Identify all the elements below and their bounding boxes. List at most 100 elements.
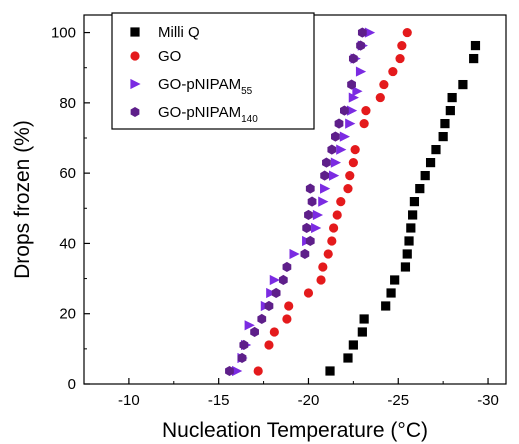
data-point (332, 210, 342, 220)
data-point (379, 79, 389, 90)
data-point (320, 183, 331, 194)
x-tick-label: -10 (118, 392, 140, 409)
data-point (305, 183, 315, 194)
data-point (232, 365, 243, 377)
data-point (329, 170, 340, 181)
data-points (225, 27, 481, 377)
data-point (320, 170, 330, 181)
data-point (346, 105, 358, 116)
data-point (278, 274, 288, 286)
data-point (336, 144, 347, 155)
data-point (282, 314, 292, 324)
data-point (323, 249, 333, 259)
data-point (271, 287, 281, 299)
legend-label-main: Milli Q (158, 24, 200, 41)
data-point (402, 27, 412, 38)
data-point (257, 313, 267, 325)
x-tick-label: -20 (298, 392, 320, 409)
data-point (445, 105, 455, 116)
data-point (244, 320, 255, 331)
data-point (318, 262, 328, 272)
y-axis: 0 20 40 60 80 100 (51, 25, 90, 393)
data-point (458, 79, 468, 90)
data-point (415, 184, 425, 194)
data-point (357, 27, 367, 38)
data-point (336, 197, 346, 207)
data-point (469, 53, 479, 64)
data-point (361, 105, 371, 116)
data-point (357, 327, 367, 337)
series-3 (225, 27, 367, 377)
legend-label: GO (158, 48, 181, 65)
legend-label: GO-pNIPAM55 (158, 76, 253, 97)
data-point (386, 288, 396, 298)
data-point (406, 223, 416, 233)
legend-label: Milli Q (158, 24, 200, 41)
data-point (311, 222, 322, 234)
legend-label-sub: 55 (241, 86, 253, 97)
data-point (303, 288, 314, 298)
data-point (331, 131, 340, 142)
data-point (381, 301, 391, 311)
data-point (440, 118, 450, 129)
data-point (345, 118, 356, 129)
data-point (388, 66, 398, 77)
y-tick-label: 0 (68, 376, 76, 393)
x-axis-title: Nucleation Temperature (°C) (162, 419, 428, 442)
data-point (307, 196, 317, 207)
legend-label-main: GO-pNIPAM (158, 76, 241, 93)
data-point (343, 184, 353, 194)
data-point (302, 222, 312, 234)
data-point (425, 158, 436, 168)
data-point (402, 249, 412, 259)
data-point (470, 40, 481, 51)
data-point (282, 261, 292, 273)
y-tick-label: 40 (59, 235, 76, 252)
x-tick-label: -30 (477, 392, 499, 409)
data-point (350, 144, 360, 155)
legend-label-main: GO (158, 48, 181, 65)
legend-marker (130, 106, 140, 118)
data-point (269, 274, 280, 286)
series-0 (325, 40, 481, 376)
data-point (395, 53, 405, 64)
data-point (348, 158, 358, 168)
data-point (253, 366, 263, 376)
data-point (300, 248, 310, 260)
data-point (312, 209, 324, 221)
data-point (431, 144, 441, 155)
y-axis-title: Drops frozen (%) (11, 120, 34, 279)
legend-box (111, 12, 315, 130)
data-point (348, 340, 358, 350)
data-point (327, 236, 337, 246)
data-point (352, 86, 363, 97)
data-point (266, 287, 277, 299)
x-axis: -10 -15 -20 -25 -30 (118, 378, 499, 409)
data-point (348, 53, 358, 64)
data-point (239, 339, 249, 351)
data-point (359, 314, 369, 324)
data-point (237, 352, 247, 364)
data-point (400, 262, 411, 272)
x-tick-label: -15 (208, 392, 230, 409)
series-1 (253, 27, 412, 376)
data-point (408, 210, 418, 220)
data-point (355, 66, 367, 77)
data-point (305, 235, 315, 247)
data-point (404, 236, 414, 246)
data-point (322, 157, 331, 168)
data-point (359, 118, 369, 129)
data-point (340, 105, 349, 116)
data-point (390, 275, 400, 285)
data-point (397, 40, 407, 51)
data-point (225, 365, 234, 377)
y-tick-label: 20 (59, 306, 76, 323)
y-tick-label: 100 (51, 25, 76, 42)
data-point (334, 118, 344, 129)
data-point (325, 366, 335, 376)
data-point (269, 327, 279, 337)
data-point (284, 301, 294, 311)
legend-marker (130, 27, 140, 37)
